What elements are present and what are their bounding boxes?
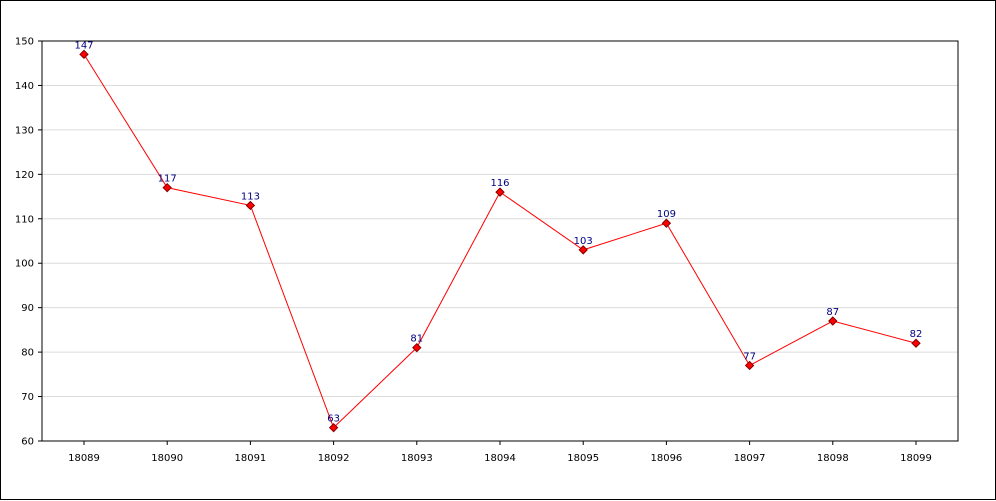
y-tick-label: 90 [21,303,34,314]
x-tick-label: 18097 [734,453,766,464]
y-axis: 60 70 80 90 100 110 120 130 140 150 [15,37,42,448]
x-tick-label: 18091 [234,453,266,464]
data-point [162,182,172,193]
y-tick-label: 100 [15,259,34,270]
y-tick-label: 140 [15,81,34,92]
data-label: 63 [327,414,340,425]
y-tick-label: 60 [21,437,34,448]
data-point [328,422,339,433]
data-label: 81 [410,334,423,345]
y-tick-label: 80 [21,348,34,359]
y-tick-label: 130 [15,125,34,136]
series: 147 117 113 63 81 116 103 109 77 87 82 [74,40,923,433]
data-point [828,316,838,326]
data-point [495,187,505,197]
data-label: 113 [241,191,260,202]
data-label: 87 [826,307,839,318]
data-label: 82 [910,329,923,340]
y-tick-label: 150 [15,37,34,48]
data-point [79,49,89,60]
x-tick-label: 18099 [900,453,932,464]
data-label: 103 [574,236,593,247]
y-tick-label: 110 [15,214,34,225]
x-tick-label: 18090 [151,453,183,464]
x-tick-label: 18093 [401,453,433,464]
data-label: 117 [158,174,177,185]
x-tick-label: 18089 [68,453,100,464]
plot-area [41,40,959,442]
y-tick-label: 70 [21,392,34,403]
data-point [744,360,755,371]
x-tick-label: 18095 [567,453,599,464]
data-label: 77 [743,351,756,362]
data-point [412,342,422,353]
y-tick-label: 120 [15,170,34,181]
x-axis: 18089 18090 18091 18092 18093 18094 18095 18096… [68,441,932,464]
series-line [83,54,917,429]
data-point [661,218,672,228]
x-tick-label: 18094 [484,453,516,464]
grid-lines [42,84,958,398]
data-point [578,245,588,255]
data-label: 109 [657,209,676,220]
x-tick-label: 18092 [318,453,350,464]
data-point [245,200,256,211]
data-point [911,338,921,348]
x-tick-label: 18096 [650,453,682,464]
x-tick-label: 18098 [817,453,849,464]
data-label: 147 [74,40,93,51]
data-label: 116 [490,178,509,189]
